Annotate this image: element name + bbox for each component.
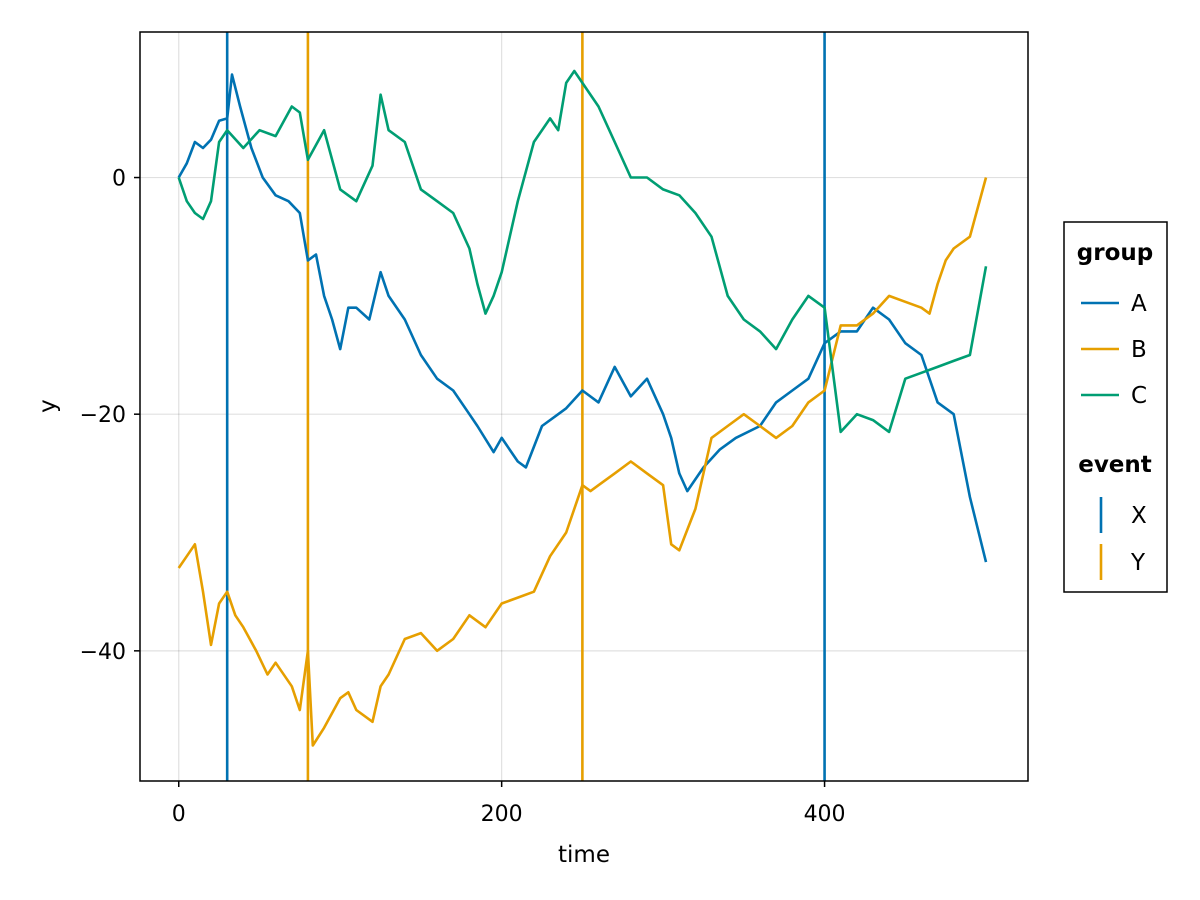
x-tick-label-2: 400 — [804, 802, 846, 827]
series-line-b — [177, 177, 988, 747]
legend-label-event-x: X — [1131, 503, 1147, 529]
grid — [140, 32, 1028, 781]
y-tick-label-2: −40 — [80, 640, 126, 665]
legend-title-group: group — [1077, 240, 1153, 266]
legend-label-c: C — [1131, 383, 1147, 409]
y-axis-ticks: 0 −20 −40 — [80, 167, 140, 665]
legend: group ABC event XY — [1063, 221, 1168, 593]
y-axis-title: y — [35, 399, 61, 413]
y-tick-label-0: 0 — [112, 167, 126, 192]
x-axis-title: time — [558, 842, 610, 868]
legend-box — [1063, 221, 1168, 593]
legend-label-b: B — [1131, 337, 1147, 363]
legend-label-a: A — [1131, 291, 1147, 317]
series-lines — [177, 69, 988, 747]
plot-frame — [139, 31, 1029, 782]
x-axis-ticks: 0 200 400 — [172, 781, 846, 827]
x-tick-label-0: 0 — [172, 802, 186, 827]
y-tick-label-1: −20 — [80, 403, 126, 428]
legend-label-event-y: Y — [1130, 550, 1146, 576]
x-tick-label-1: 200 — [481, 802, 523, 827]
series-line-c — [177, 69, 988, 434]
legend-title-event: event — [1078, 452, 1152, 478]
